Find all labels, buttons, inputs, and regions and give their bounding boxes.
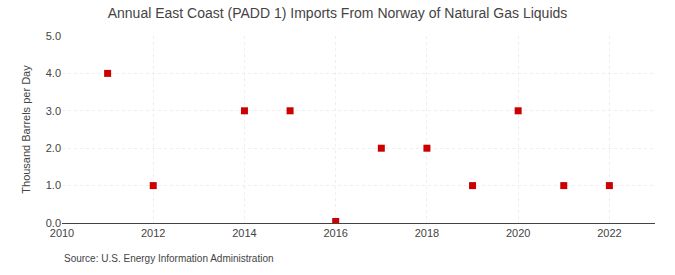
- svg-text:2022: 2022: [597, 227, 621, 239]
- svg-text:Source: U.S. Energy Informatio: Source: U.S. Energy Information Administ…: [64, 253, 274, 264]
- svg-text:2014: 2014: [232, 227, 256, 239]
- svg-text:Annual East Coast (PADD 1) Imp: Annual East Coast (PADD 1) Imports From …: [108, 5, 568, 21]
- svg-text:0.0: 0.0: [46, 217, 61, 229]
- svg-text:1.0: 1.0: [46, 179, 61, 191]
- svg-text:4.0: 4.0: [46, 67, 61, 79]
- svg-text:2012: 2012: [141, 227, 165, 239]
- svg-text:5.0: 5.0: [46, 30, 61, 42]
- svg-text:2018: 2018: [415, 227, 439, 239]
- svg-text:3.0: 3.0: [46, 105, 61, 117]
- svg-text:2.0: 2.0: [46, 142, 61, 154]
- svg-text:Thousand Barrels per Day: Thousand Barrels per Day: [20, 65, 32, 194]
- svg-text:2016: 2016: [323, 227, 347, 239]
- svg-text:2010: 2010: [50, 227, 74, 239]
- svg-text:2020: 2020: [506, 227, 530, 239]
